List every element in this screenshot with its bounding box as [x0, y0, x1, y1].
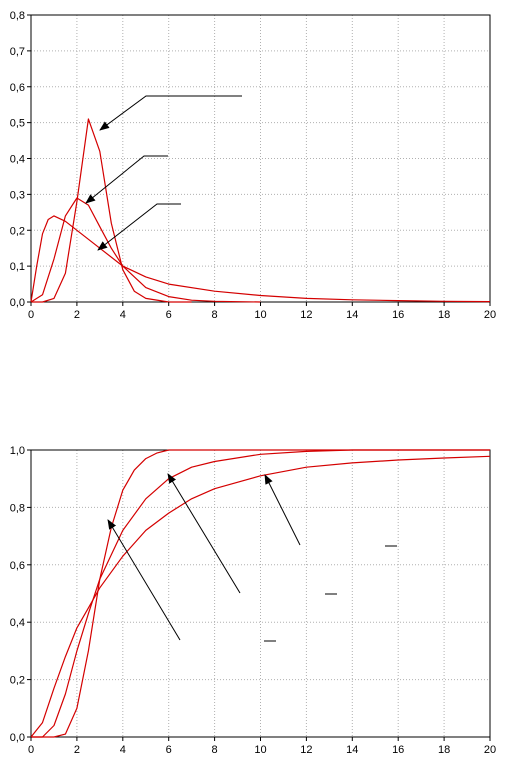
density-grid — [31, 15, 490, 302]
cumulative-y-tick-label: 0,0 — [10, 732, 25, 744]
density-y-tick-label: 0,3 — [10, 189, 25, 201]
cumulative-chart: 0 2 4 6 8 10 12 14 16 18 20 0,0 0,2 0,4 0,6 0,8 1,0 — [10, 445, 496, 756]
density-x-tick-label: 6 — [166, 309, 172, 321]
cumulative-ticks: 0 2 4 6 8 10 12 14 16 18 20 0,0 0,2 0,4 0,6 0,8 1,0 — [10, 445, 496, 756]
density-chart: 0 2 4 6 8 10 12 14 16 18 20 0,0 0,1 0,2 0,3 0,4 0,5 0,6 0,… — [10, 10, 496, 321]
density-series-2-line — [30, 197, 261, 303]
cumulative-series-3-line — [30, 455, 491, 738]
cumulative-y-tick-label: 0,4 — [10, 617, 25, 629]
density-annotations — [85, 95, 242, 251]
cumulative-x-tick-label: 2 — [74, 744, 80, 756]
cumulative-x-tick-label: 16 — [392, 744, 404, 756]
cumulative-arrow-2 — [167, 473, 241, 594]
cumulative-x-tick-label: 12 — [300, 744, 312, 756]
cumulative-x-tick-label: 20 — [484, 744, 496, 756]
density-x-tick-label: 8 — [212, 309, 218, 321]
cumulative-arrow-1 — [264, 474, 301, 546]
cumulative-y-tick-label: 0,6 — [10, 560, 25, 572]
density-y-tick-label: 0,0 — [10, 297, 25, 309]
density-x-tick-label: 18 — [438, 309, 450, 321]
cumulative-series-group — [30, 449, 491, 738]
density-arrow-2 — [85, 155, 168, 204]
density-y-tick-label: 0,4 — [10, 154, 25, 166]
cumulative-annotations — [107, 473, 397, 642]
density-y-tick-label: 0,8 — [10, 10, 25, 22]
cumulative-series-2-line — [31, 449, 490, 738]
cumulative-x-tick-label: 0 — [28, 744, 34, 756]
density-x-tick-label: 14 — [346, 309, 358, 321]
cumulative-y-tick-label: 0,2 — [10, 675, 25, 687]
density-x-tick-label: 0 — [28, 309, 34, 321]
cumulative-y-tick-label: 0,8 — [10, 502, 25, 514]
density-y-tick-label: 0,7 — [10, 46, 25, 58]
density-ticks: 0 2 4 6 8 10 12 14 16 18 20 0,0 0,1 0,2 0,3 0,4 0,5 0,6 0,… — [10, 10, 496, 321]
density-arrow-1 — [99, 95, 242, 131]
cumulative-x-tick-label: 18 — [438, 744, 450, 756]
density-arrow-3 — [97, 203, 181, 251]
density-series-3-line — [30, 215, 491, 303]
density-x-tick-label: 4 — [120, 309, 126, 321]
density-x-tick-label: 2 — [74, 309, 80, 321]
density-series-group — [30, 118, 491, 303]
cumulative-y-tick-label: 1,0 — [10, 445, 25, 457]
cumulative-x-tick-label: 4 — [120, 744, 126, 756]
cumulative-x-tick-label: 14 — [346, 744, 358, 756]
cumulative-x-tick-label: 6 — [166, 744, 172, 756]
density-series-1-line — [31, 118, 192, 303]
cumulative-x-tick-label: 8 — [212, 744, 218, 756]
cumulative-grid — [31, 450, 490, 737]
density-y-tick-label: 0,6 — [10, 82, 25, 94]
cumulative-x-tick-label: 10 — [254, 744, 266, 756]
density-y-tick-label: 0,1 — [10, 261, 25, 273]
density-x-tick-label: 10 — [254, 309, 266, 321]
cumulative-arrow-3 — [107, 519, 181, 641]
density-x-tick-label: 16 — [392, 309, 404, 321]
density-x-tick-label: 12 — [300, 309, 312, 321]
density-y-tick-label: 0,5 — [10, 118, 25, 130]
density-y-tick-label: 0,2 — [10, 225, 25, 237]
density-x-tick-label: 20 — [484, 309, 496, 321]
